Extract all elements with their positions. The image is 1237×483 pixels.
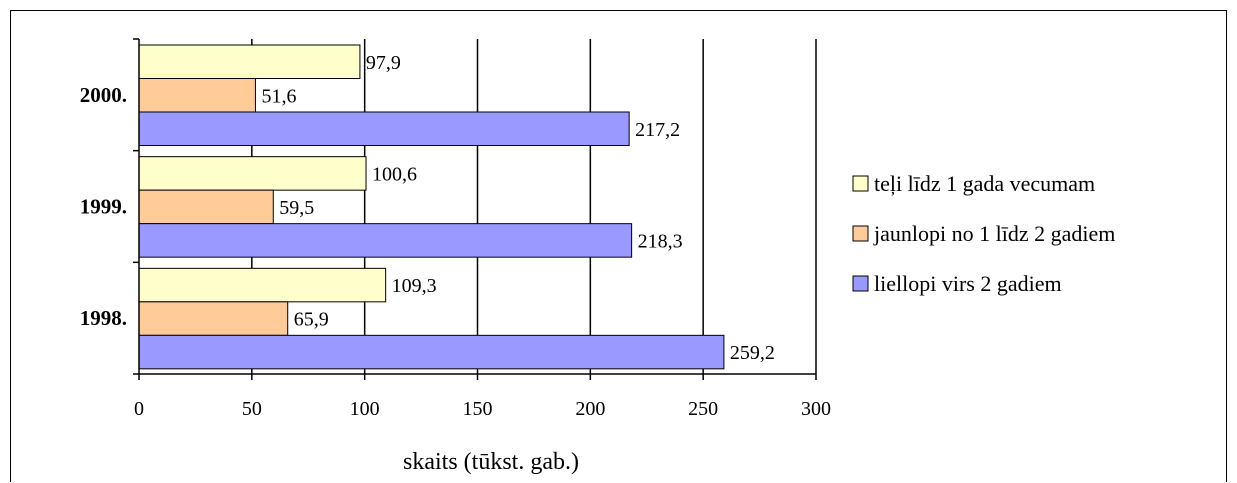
x-axis-title: skaits (tūkst. gab.)	[403, 449, 579, 475]
bar	[138, 301, 289, 336]
legend-swatch	[852, 225, 869, 242]
bar	[138, 78, 256, 113]
bar	[138, 223, 633, 258]
data-label: 217,2	[635, 119, 680, 141]
x-tick-label: 100	[350, 398, 380, 420]
legend: teļi līdz 1 gada vecumam jaunlopi no 1 lī…	[852, 171, 1115, 296]
x-tick-label: 250	[688, 398, 718, 420]
legend-label: liellopi virs 2 gadiem	[874, 271, 1062, 296]
bar	[138, 334, 725, 370]
legend-label: jaunlopi no 1 līdz 2 gadiem	[873, 221, 1115, 246]
data-label: 218,3	[638, 230, 683, 252]
category-label: 2000.	[80, 83, 127, 107]
bar	[138, 189, 274, 225]
x-tick-label: 0	[134, 398, 144, 420]
bar-chart: 97,9 51,6 217,2 100,6 59,5 218,3 109,3 65,9 259,…	[80, 38, 1115, 475]
axes: 2000. 1999. 1998. 0 50 100 150 200 250 300	[80, 38, 831, 420]
data-label: 65,9	[294, 309, 329, 331]
legend-label: teļi līdz 1 gada vecumam	[874, 171, 1095, 196]
bar	[138, 111, 630, 146]
data-label: 97,9	[366, 52, 401, 74]
value-labels: 97,9 51,6 217,2 100,6 59,5 218,3 109,3 65,9 259,…	[261, 52, 774, 364]
bar	[138, 267, 387, 303]
chart-frame: 97,9 51,6 217,2 100,6 59,5 218,3 109,3 65,9 259,…	[10, 10, 1227, 482]
data-label: 100,6	[372, 163, 417, 185]
legend-swatch	[852, 275, 869, 292]
bar	[138, 44, 361, 79]
bar	[138, 156, 367, 191]
bars	[138, 44, 725, 370]
x-tick-label: 150	[463, 398, 493, 420]
data-label: 51,6	[261, 85, 296, 107]
category-label: 1999.	[80, 195, 127, 219]
data-label: 109,3	[392, 275, 437, 297]
category-label: 1998.	[80, 306, 127, 330]
x-tick-label: 200	[575, 398, 605, 420]
x-tick-label: 50	[242, 398, 262, 420]
data-label: 259,2	[730, 342, 775, 364]
x-tick-label: 300	[801, 398, 831, 420]
data-label: 59,5	[279, 197, 314, 219]
legend-swatch	[852, 175, 869, 192]
